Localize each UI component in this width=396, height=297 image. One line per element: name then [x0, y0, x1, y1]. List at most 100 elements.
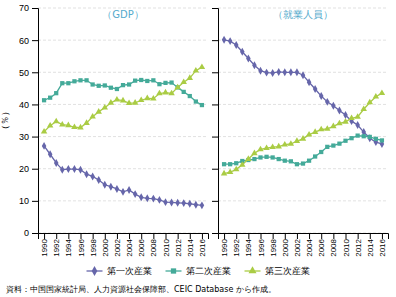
series-marker [380, 138, 384, 142]
series-marker [295, 162, 299, 166]
x-tick-label: 2002 [293, 238, 302, 256]
y-tick-mark [212, 233, 218, 234]
x-tick: 1994 [64, 233, 73, 257]
x-tick-mark [153, 233, 154, 239]
x-tick-label: 1996 [77, 238, 86, 256]
y-tick-mark [212, 40, 218, 41]
grid-line [38, 72, 208, 73]
grid [218, 8, 388, 233]
grid-line [38, 200, 208, 201]
series-marker [91, 82, 95, 86]
series-line [44, 146, 202, 205]
y-tick-label: 50 [19, 68, 29, 78]
series-marker [168, 90, 174, 96]
series-marker [66, 81, 70, 85]
series-marker [114, 96, 120, 102]
x-tick: 2014 [186, 233, 195, 257]
series-marker [188, 94, 192, 98]
y-tick-mark [212, 8, 218, 9]
x-tick-label: 2010 [162, 238, 171, 256]
y-tick-label: 0 [24, 228, 29, 238]
series-marker [157, 196, 162, 204]
series-marker [245, 155, 251, 161]
series-marker [233, 166, 239, 172]
x-tick-mark [321, 233, 322, 239]
x-tick: 2012 [354, 233, 363, 257]
series-marker [342, 118, 348, 124]
series-marker [102, 104, 108, 110]
series-marker [71, 124, 77, 130]
series-marker [343, 139, 347, 143]
x-tick-label: 2016 [198, 238, 207, 256]
series-marker [156, 90, 162, 96]
series-marker [175, 199, 180, 207]
x-tick-label: 2002 [113, 238, 122, 256]
y-tick-mark [32, 201, 38, 202]
x-tick-label: 1990 [220, 238, 229, 256]
series-marker [133, 190, 138, 198]
x-tick-mark [236, 233, 237, 239]
x-tick-label: 1992 [52, 238, 61, 256]
legend-label: 第三次産業 [265, 266, 310, 276]
plot-area [221, 36, 385, 176]
y-tick-mark [212, 72, 218, 73]
y-tick-mark [32, 72, 38, 73]
series-marker [318, 126, 324, 132]
series-marker [72, 79, 76, 83]
x-tick: 1996 [77, 233, 86, 257]
series-marker [319, 92, 324, 100]
series-marker [289, 159, 293, 163]
series-marker [169, 199, 174, 207]
x-tick-label: 1996 [257, 238, 266, 256]
x-tick-label: 2000 [281, 238, 290, 256]
x-tick: 2010 [342, 233, 351, 257]
legend: 第一次産業第二次産業第三次産業 [87, 266, 310, 276]
series-marker [325, 145, 329, 149]
series-marker [343, 111, 348, 119]
series-marker [258, 155, 262, 159]
x-tick-label: 2008 [149, 238, 158, 256]
series-marker [103, 83, 107, 87]
series-marker [307, 78, 312, 86]
panel-title: （就業人員） [273, 9, 333, 20]
series-marker [294, 137, 300, 143]
series-marker [312, 128, 318, 134]
series-marker [126, 99, 132, 105]
x-tick-mark [44, 233, 45, 239]
x-tick-label: 1998 [89, 238, 98, 256]
series-marker [362, 134, 366, 138]
x-tick-mark [81, 233, 82, 239]
x-tick-label: 2006 [137, 238, 146, 256]
x-tick-mark [56, 233, 57, 239]
grid-line [218, 104, 388, 105]
x-tick: 1994 [244, 233, 253, 257]
series-marker [283, 159, 287, 163]
x-axis-line [39, 234, 209, 240]
y-axis: 010203040506070 [19, 3, 39, 238]
y-tick: 20 [19, 164, 38, 174]
series-marker [59, 121, 65, 127]
series-marker [54, 159, 59, 167]
series-marker [222, 162, 226, 166]
y-axis-line [212, 9, 219, 234]
series-marker [187, 74, 193, 80]
series-marker [83, 119, 89, 125]
series-line [224, 40, 382, 144]
x-tick: 2002 [293, 233, 302, 257]
series-marker [331, 143, 335, 147]
grid [38, 8, 208, 233]
y-tick [212, 40, 218, 41]
series-marker [120, 97, 126, 103]
series-marker [151, 195, 156, 203]
x-tick: 2006 [317, 233, 326, 257]
series-marker [127, 186, 132, 194]
x-tick: 2014 [366, 233, 375, 257]
x-tick: 2004 [125, 233, 134, 257]
x-tick-mark [358, 233, 359, 239]
series-marker [374, 137, 378, 141]
series-marker [275, 143, 281, 149]
x-tick-mark [273, 233, 274, 239]
series-marker [337, 142, 341, 146]
y-tick-mark [212, 169, 218, 170]
series-marker [145, 194, 150, 202]
